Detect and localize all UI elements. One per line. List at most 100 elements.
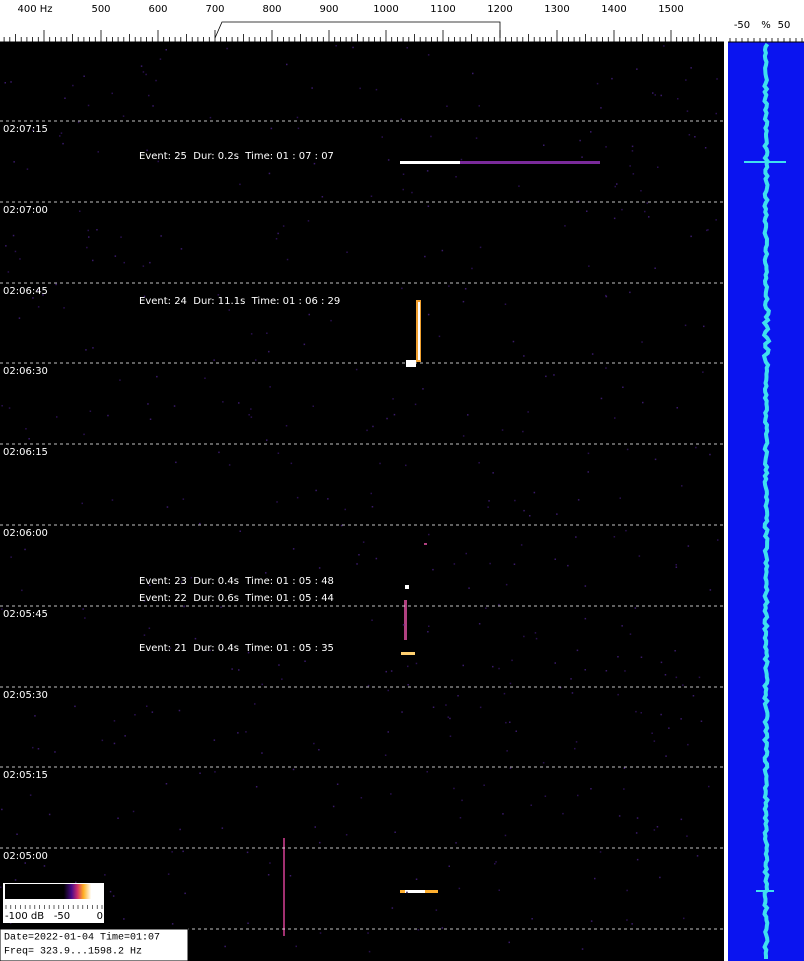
time-label: 02:07:15	[3, 124, 48, 135]
noise	[88, 236, 90, 238]
noise	[665, 755, 667, 757]
noise	[626, 448, 629, 451]
noise	[25, 428, 27, 430]
noise	[231, 668, 233, 670]
noise	[250, 416, 253, 418]
noise	[681, 485, 683, 487]
noise	[577, 499, 580, 501]
noise	[506, 750, 508, 752]
noise	[248, 414, 250, 416]
noise	[660, 713, 662, 716]
noise	[717, 539, 719, 541]
noise	[654, 458, 657, 461]
noise	[581, 156, 583, 158]
noise	[675, 564, 677, 566]
time-label: 02:06:15	[3, 447, 48, 458]
noise	[680, 818, 683, 821]
noise	[352, 46, 354, 49]
noise	[79, 210, 81, 212]
noise	[122, 115, 125, 117]
noise	[148, 94, 150, 97]
noise	[362, 541, 365, 543]
noise	[636, 858, 639, 861]
noise	[653, 740, 656, 742]
noise	[355, 368, 358, 371]
noise	[14, 879, 17, 881]
noise	[390, 793, 392, 795]
noise	[590, 920, 593, 922]
noise	[651, 732, 653, 734]
noise	[527, 411, 529, 413]
noise	[686, 110, 689, 112]
signal-traces	[0, 42, 786, 959]
noise	[514, 499, 516, 502]
noise	[478, 623, 481, 625]
level-label: 50	[778, 20, 791, 31]
noise	[209, 649, 211, 652]
meteor-trace	[401, 652, 415, 655]
noise	[171, 851, 173, 853]
noise	[5, 245, 7, 247]
noise	[370, 492, 372, 495]
noise	[213, 359, 215, 361]
noise	[577, 794, 579, 797]
noise	[472, 72, 474, 75]
noise	[250, 408, 252, 410]
noise	[449, 717, 451, 720]
noise	[632, 173, 635, 175]
noise	[370, 195, 373, 197]
noise	[617, 656, 619, 658]
noise	[184, 892, 186, 895]
noise	[654, 267, 656, 269]
noise	[605, 295, 608, 298]
noise	[245, 731, 247, 733]
noise	[498, 889, 500, 891]
noise	[692, 695, 695, 697]
noise	[83, 75, 85, 77]
noise	[277, 452, 280, 454]
noise	[123, 261, 125, 264]
noise	[570, 678, 572, 680]
noise	[239, 183, 241, 186]
noise	[218, 451, 220, 454]
noise	[318, 567, 321, 569]
noise	[12, 234, 15, 237]
noise	[684, 324, 687, 327]
noise	[715, 219, 717, 221]
noise	[335, 45, 337, 47]
noise	[708, 785, 710, 788]
noise	[600, 397, 603, 400]
noise	[113, 720, 116, 722]
noise	[375, 88, 378, 91]
noise	[542, 762, 545, 764]
noise	[358, 554, 360, 556]
noise	[448, 285, 450, 287]
time-label: 02:07:00	[3, 205, 48, 216]
noise	[509, 721, 511, 723]
noise	[596, 82, 599, 85]
noise	[199, 522, 201, 525]
noise	[522, 430, 524, 433]
noise	[533, 491, 536, 494]
noise	[631, 145, 634, 148]
noise	[432, 706, 435, 708]
noise	[315, 489, 317, 492]
noise	[663, 45, 665, 47]
noise	[487, 506, 489, 508]
noise	[345, 834, 348, 836]
noise	[675, 566, 678, 568]
noise	[652, 92, 654, 94]
noise	[479, 706, 482, 709]
noise	[509, 767, 512, 769]
noise	[228, 309, 230, 311]
color-scale-bar	[5, 884, 103, 899]
noise	[405, 464, 407, 467]
noise	[278, 664, 280, 666]
noise	[180, 248, 183, 250]
noise	[464, 288, 467, 290]
noise	[85, 349, 87, 351]
noise	[584, 617, 587, 620]
noise	[269, 862, 271, 864]
noise	[680, 718, 682, 720]
noise	[246, 851, 249, 854]
